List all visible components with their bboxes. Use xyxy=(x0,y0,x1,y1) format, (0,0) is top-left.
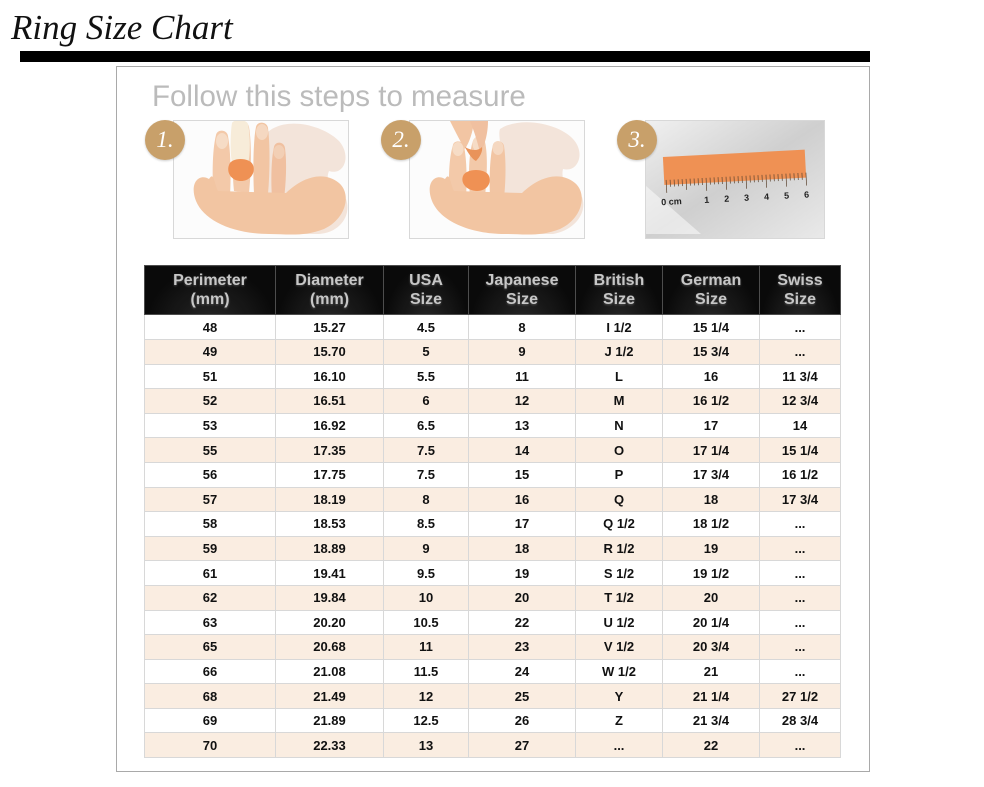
svg-text:1: 1 xyxy=(704,195,710,205)
svg-text:0 cm: 0 cm xyxy=(661,196,682,207)
svg-text:3: 3 xyxy=(744,193,750,203)
svg-text:6: 6 xyxy=(804,189,810,199)
svg-text:5: 5 xyxy=(784,191,790,201)
svg-text:4: 4 xyxy=(764,192,770,202)
svg-text:2: 2 xyxy=(724,194,730,204)
